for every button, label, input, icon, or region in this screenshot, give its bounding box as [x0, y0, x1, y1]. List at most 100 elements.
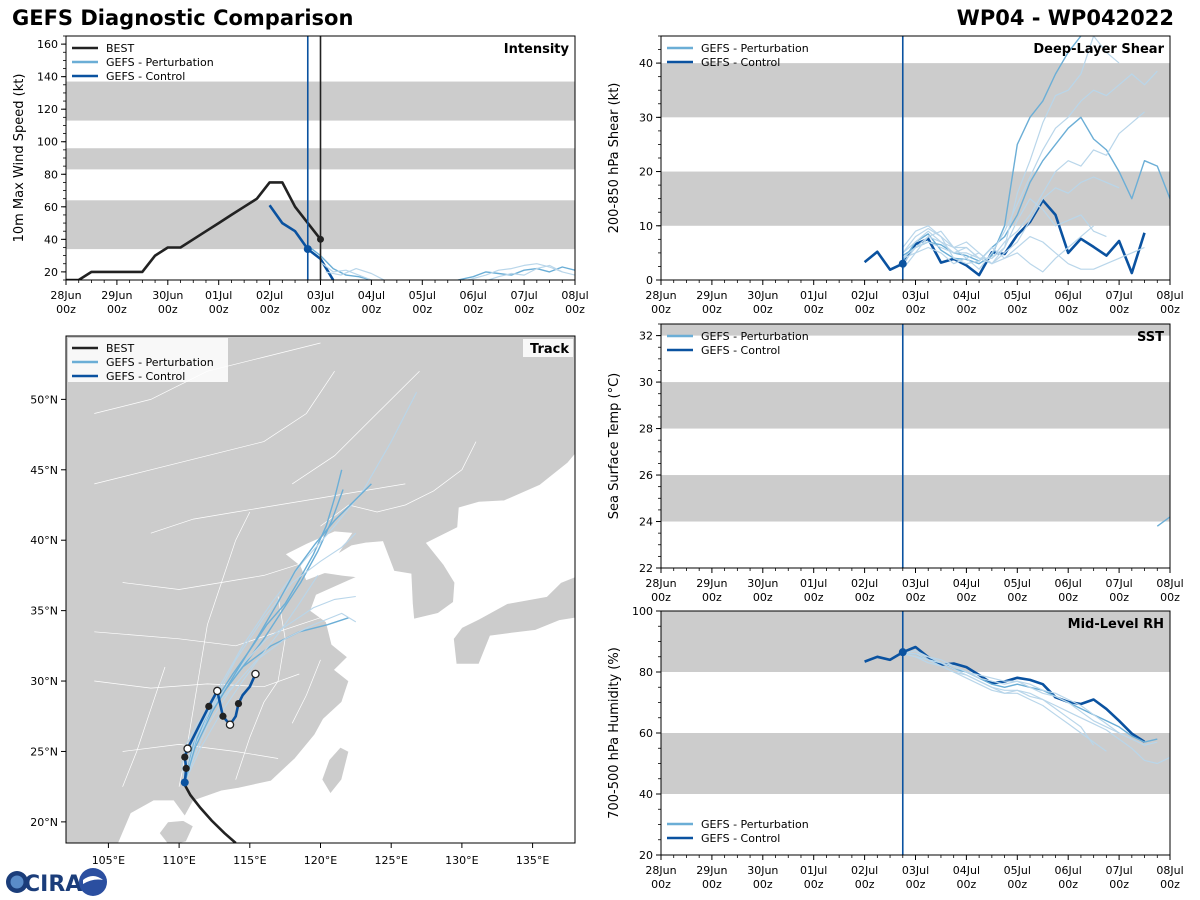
sst-xtick-label: 08Jul [1156, 577, 1183, 590]
track-xtick-label: 125°E [374, 854, 407, 867]
sst-xtick-sublabel: 00z [906, 591, 926, 604]
track-perturbation-line [184, 595, 356, 783]
track-ytick-label: 45°N [30, 464, 58, 477]
province-border [292, 370, 420, 485]
track-ytick-label: 25°N [30, 745, 58, 758]
shear-band [661, 63, 1170, 118]
track-legend-bg [68, 338, 228, 382]
legend-label-control: GEFS - Control [106, 370, 185, 383]
storm-id: WP04 - WP042022 [956, 6, 1174, 30]
rh-title: Mid-Level RH [1068, 617, 1164, 632]
shear-ytick-label: 30 [639, 111, 653, 124]
track-control-marker-open [213, 686, 222, 696]
cira-globe-right-swirl [83, 876, 103, 884]
intensity-ytick-label: 20 [44, 266, 58, 279]
sst-xtick-label: 07Jul [1105, 577, 1132, 590]
shear-xtick-label: 03Jul [902, 289, 929, 302]
track-map: 20°N 25°N 30°N 35°N 40°N 45°N 50°N 105°E 110°E 11… [30, 335, 576, 867]
shear-series-group [863, 36, 1170, 277]
sst-title: SST [1137, 330, 1164, 345]
sst-ytick-label: 24 [639, 516, 653, 529]
shear-chart: 01020304028Jun00z29Jun00z30Jun00z01Jul00… [607, 35, 1184, 316]
shear-xtick-label: 07Jul [1105, 289, 1132, 302]
shear-line-perturbation_light [902, 111, 1145, 259]
shear-title: Deep-Layer Shear [1033, 42, 1164, 57]
sst-band [661, 382, 1170, 429]
sst-xtick-label: 30Jun [747, 577, 778, 590]
rh-ytick-label: 100 [632, 605, 653, 618]
intensity-xtick-sublabel: 00z [158, 303, 178, 316]
track-control-marker-filled [205, 702, 213, 710]
rh-ylabel: 700-500 hPa Humidity (%) [607, 647, 622, 819]
intensity-xtick-label: 03Jul [307, 289, 334, 302]
track-xtick-label: 135°E [516, 854, 549, 867]
rh-ytick-label: 20 [639, 849, 653, 862]
legend-label-perturbation: GEFS - Perturbation [106, 356, 214, 369]
track-ytick-label: 50°N [30, 393, 58, 406]
sst-ytick-label: 26 [639, 469, 653, 482]
shear-xtick-sublabel: 00z [1007, 303, 1027, 316]
track-xtick-label: 110°E [162, 854, 195, 867]
mainland-shape [66, 336, 575, 843]
rh-xtick-sublabel: 00z [651, 878, 671, 891]
track-control-marker-filled [234, 699, 243, 708]
shear-xtick-sublabel: 00z [1058, 303, 1078, 316]
rh-xtick-label: 29Jun [696, 864, 727, 877]
rh-band [661, 733, 1170, 794]
sst-ytick-label: 32 [639, 330, 653, 343]
sst-xtick-sublabel: 00z [1160, 591, 1180, 604]
rh-xtick-label: 05Jul [1004, 864, 1031, 877]
intensity-ytick-label: 140 [37, 71, 58, 84]
sst-xtick-label: 29Jun [696, 577, 727, 590]
track-control-marker-filled [182, 764, 190, 772]
rh-ytick-label: 60 [639, 727, 653, 740]
intensity-best-marker [317, 235, 324, 243]
province-border [94, 617, 321, 647]
intensity-ytick-label: 60 [44, 201, 58, 214]
rh-xtick-label: 28Jun [645, 864, 676, 877]
shear-xtick-sublabel: 00z [753, 303, 773, 316]
track-xtick-label: 130°E [445, 854, 478, 867]
rh-ytick-label: 40 [639, 788, 653, 801]
rh-band [661, 611, 1170, 672]
intensity-xtick-label: 07Jul [510, 289, 537, 302]
legend-label-perturbation: GEFS - Perturbation [106, 56, 214, 69]
track-best-line [182, 781, 237, 843]
intensity-xtick-sublabel: 00z [463, 303, 483, 316]
intensity-xtick-label: 30Jun [152, 289, 183, 302]
legend-label-perturbation: GEFS - Perturbation [701, 818, 809, 831]
sst-xtick-label: 05Jul [1004, 577, 1031, 590]
legend-label-control: GEFS - Control [701, 832, 780, 845]
intensity-ylabel: 10m Max Wind Speed (kt) [12, 74, 27, 243]
rh-xtick-sublabel: 00z [1160, 878, 1180, 891]
shear-xtick-label: 02Jul [851, 289, 878, 302]
province-border [122, 744, 279, 759]
rh-xtick-sublabel: 00z [753, 878, 773, 891]
intensity-xtick-label: 08Jul [561, 289, 588, 302]
track-control-marker-open [225, 720, 235, 729]
shear-xtick-sublabel: 00z [855, 303, 875, 316]
shear-xtick-label: 08Jul [1156, 289, 1183, 302]
track-xtick-label: 115°E [233, 854, 266, 867]
intensity-series-group [66, 181, 575, 280]
intensity-ytick-label: 40 [44, 233, 58, 246]
cira-globe-left-inner [10, 875, 24, 889]
intensity-xtick-sublabel: 00z [412, 303, 432, 316]
track-control-marker-open [251, 669, 260, 679]
rh-line-perturbation_light [902, 653, 1107, 752]
shear-xtick-label: 05Jul [1004, 289, 1031, 302]
shear-ytick-label: 40 [639, 57, 653, 70]
track-ytick-label: 20°N [30, 816, 58, 829]
legend-label-control: GEFS - Control [701, 56, 780, 69]
page-title: GEFS Diagnostic Comparison [12, 6, 354, 30]
shear-line-perturbation_light [902, 176, 1120, 265]
sst-xtick-label: 28Jun [645, 577, 676, 590]
rh-xtick-label: 03Jul [902, 864, 929, 877]
sst-xtick-sublabel: 00z [1007, 591, 1027, 604]
track-control-marker-filled [181, 753, 189, 761]
intensity-xtick-label: 02Jul [256, 289, 283, 302]
sst-ytick-label: 28 [639, 423, 653, 436]
rh-xtick-label: 08Jul [1156, 864, 1183, 877]
sst-xtick-sublabel: 00z [957, 591, 977, 604]
shear-band [661, 171, 1170, 226]
